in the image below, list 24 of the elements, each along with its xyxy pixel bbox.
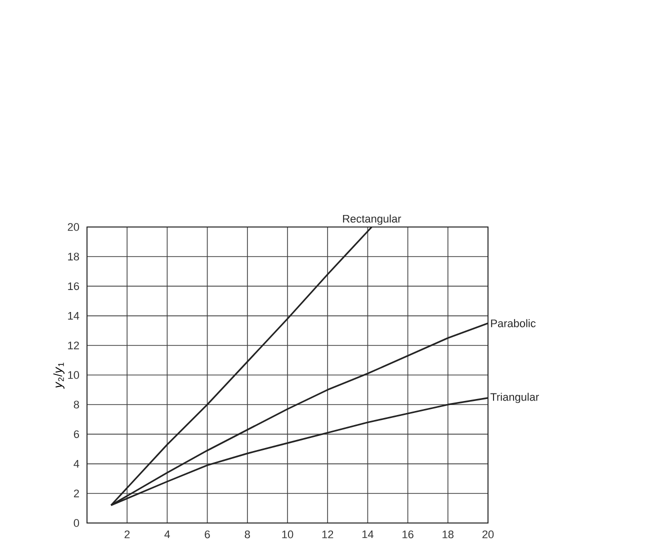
series-label: Parabolic [491, 319, 536, 328]
x-tick-label: 6 [204, 530, 210, 538]
x-tick-label: 2 [124, 530, 130, 538]
x-tick-label: 12 [322, 530, 334, 538]
x-tick-label: 16 [402, 530, 414, 538]
x-tick-label: 14 [362, 530, 374, 538]
series-label: Triangular [490, 392, 539, 404]
y-tick-label: 16 [68, 282, 80, 290]
y-tick-label: 0 [74, 519, 80, 527]
y-tick-label: 14 [68, 312, 80, 320]
x-tick-label: 18 [442, 530, 454, 538]
y-tick-label: 8 [74, 400, 80, 408]
x-tick-label: 20 [482, 530, 494, 538]
x-tick-label: 8 [244, 530, 250, 538]
y-tick-label: 2 [74, 490, 79, 498]
y-tick-label: 4 [74, 460, 80, 468]
x-tick-label: 4 [164, 530, 170, 538]
y-tick-label: 6 [74, 430, 80, 438]
y-tick-label: 18 [68, 252, 80, 260]
series-label: Rectangular [343, 214, 402, 225]
x-tick-label: 10 [282, 530, 294, 538]
y-tick-label: 10 [68, 371, 80, 379]
y-tick-label: 12 [68, 342, 79, 350]
y-tick-label: 20 [68, 223, 80, 231]
